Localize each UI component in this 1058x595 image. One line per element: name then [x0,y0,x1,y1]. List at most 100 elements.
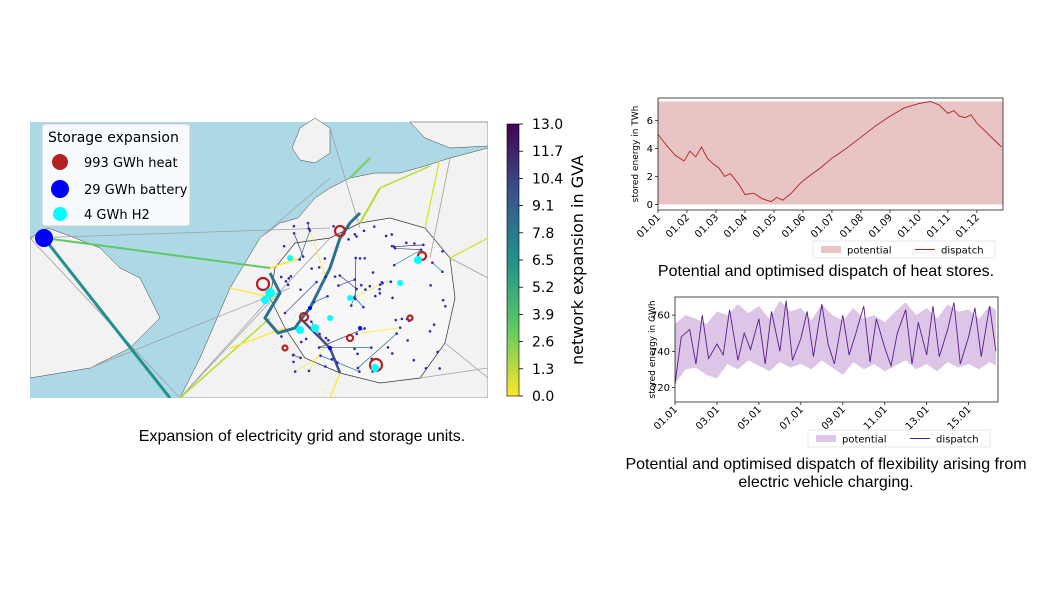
ev-xtick-label: 09.01 [820,404,848,432]
grid-node [353,296,356,299]
grid-node [327,338,330,342]
grid-node [390,244,394,248]
colorbar-tick-label: 2.6 [532,335,554,351]
grid-node [419,248,423,252]
battery-storage-marker [308,306,312,310]
grid-node [358,257,362,260]
h2-storage-marker [296,326,304,334]
grid-corridor [299,317,342,374]
battery-storage-marker [358,326,362,330]
grid-node [317,346,321,349]
grid-node [308,229,312,232]
grid-node [356,352,359,356]
ev-caption-line1: Potential and optimised dispatch of flex… [625,456,1027,473]
grid-node [337,284,340,287]
land-germany [269,217,456,384]
heat-caption: Potential and optimised dispatch of heat… [657,263,995,280]
heat-xtick-label: 01.03 [693,212,721,240]
h2-storage-marker [311,324,319,332]
grid-node [286,283,290,287]
grid-node [324,336,328,340]
grid-node [372,225,376,228]
grid-node [292,360,295,364]
grid-node [353,278,357,281]
legend-title: Storage expansion [48,130,179,146]
h2-storage-marker [397,280,403,286]
grid-node [378,292,382,295]
heat-xtick-label: 01.09 [867,212,895,240]
grid-line-expansion [42,237,172,398]
heat-legend-label-potential: potential [847,246,891,257]
colorbar-tick-label: 5.2 [532,280,554,296]
colorbar-gradient [506,123,520,397]
legend-marker-battery [51,180,69,198]
ev-dispatch-line [674,300,997,384]
grid-node [355,332,359,336]
storage-legend: Storage expansion 993 GWh heat 29 GWh ba… [41,123,191,227]
grid-node [326,294,329,298]
ev-xtick-label: 13.01 [904,404,932,432]
heat-ytick-label: 4 [647,144,653,155]
grid-node [354,256,358,260]
grid-node [394,318,398,322]
grid-node [395,332,398,335]
grid-node [413,242,416,245]
grid-node [291,353,295,357]
ev-plot-frame [674,296,999,403]
grid-node [355,235,358,238]
grid-node [306,221,310,225]
grid-line-existing [179,237,331,398]
grid-line-expansion [359,187,381,224]
colorbar-tick-label: 10.4 [532,171,563,187]
heat-xtick-label: 01.05 [751,212,779,240]
heat-ytick-label: 6 [647,116,653,127]
h2-storage-marker [327,315,333,321]
grid-node [287,277,291,280]
grid-node [362,305,365,309]
grid-node [438,367,441,370]
heat-dispatch-line [657,101,1002,203]
grid-node [363,327,366,330]
grid-node [389,280,393,284]
grid-node [318,332,321,336]
ev-ylabel: stored energy in GWh [648,300,658,398]
h2-storage-marker [261,296,269,304]
grid-node [289,275,293,278]
grid-line-internal [356,327,401,335]
grid-line-expansion [179,317,271,398]
grid-node [444,304,447,308]
legend-marker-h2 [53,207,67,221]
grid-node [364,288,367,291]
colorbar-tick-label: 1.3 [532,362,554,378]
grid-node [378,283,382,286]
grid-node [333,275,337,278]
grid-node [370,346,373,349]
heat-ylabel: stored energy in TWh [631,106,641,203]
grid-node [330,357,334,361]
grid-line-existing [444,342,488,379]
grid-node [436,350,439,354]
grid-line-expansion [424,157,441,229]
grid-line-internal [309,230,326,278]
grid-node [283,311,287,315]
ev-xtick-label: 11.01 [862,404,890,432]
grid-node [392,263,396,267]
land-sweden [409,121,488,149]
grid-line-existing [30,237,181,398]
heat-legend-label-dispatch: dispatch [941,246,984,257]
grid-line-existing [449,257,488,279]
ev-xtick-label: 05.01 [736,404,764,432]
grid-node [384,234,388,238]
ev-caption-line2: electric vehicle charging. [738,474,914,491]
ev-legend-label-dispatch: dispatch [936,435,979,446]
colorbar-tick-label: 7.8 [532,226,554,242]
grid-node [355,287,358,291]
grid-line-internal [395,247,422,251]
grid-node [358,370,361,373]
colorbar-tick-label: 6.5 [532,253,554,269]
grid-line-internal [299,230,311,260]
grid-line-expansion [269,257,301,269]
grid-node [406,339,409,342]
grid-node [363,256,367,260]
